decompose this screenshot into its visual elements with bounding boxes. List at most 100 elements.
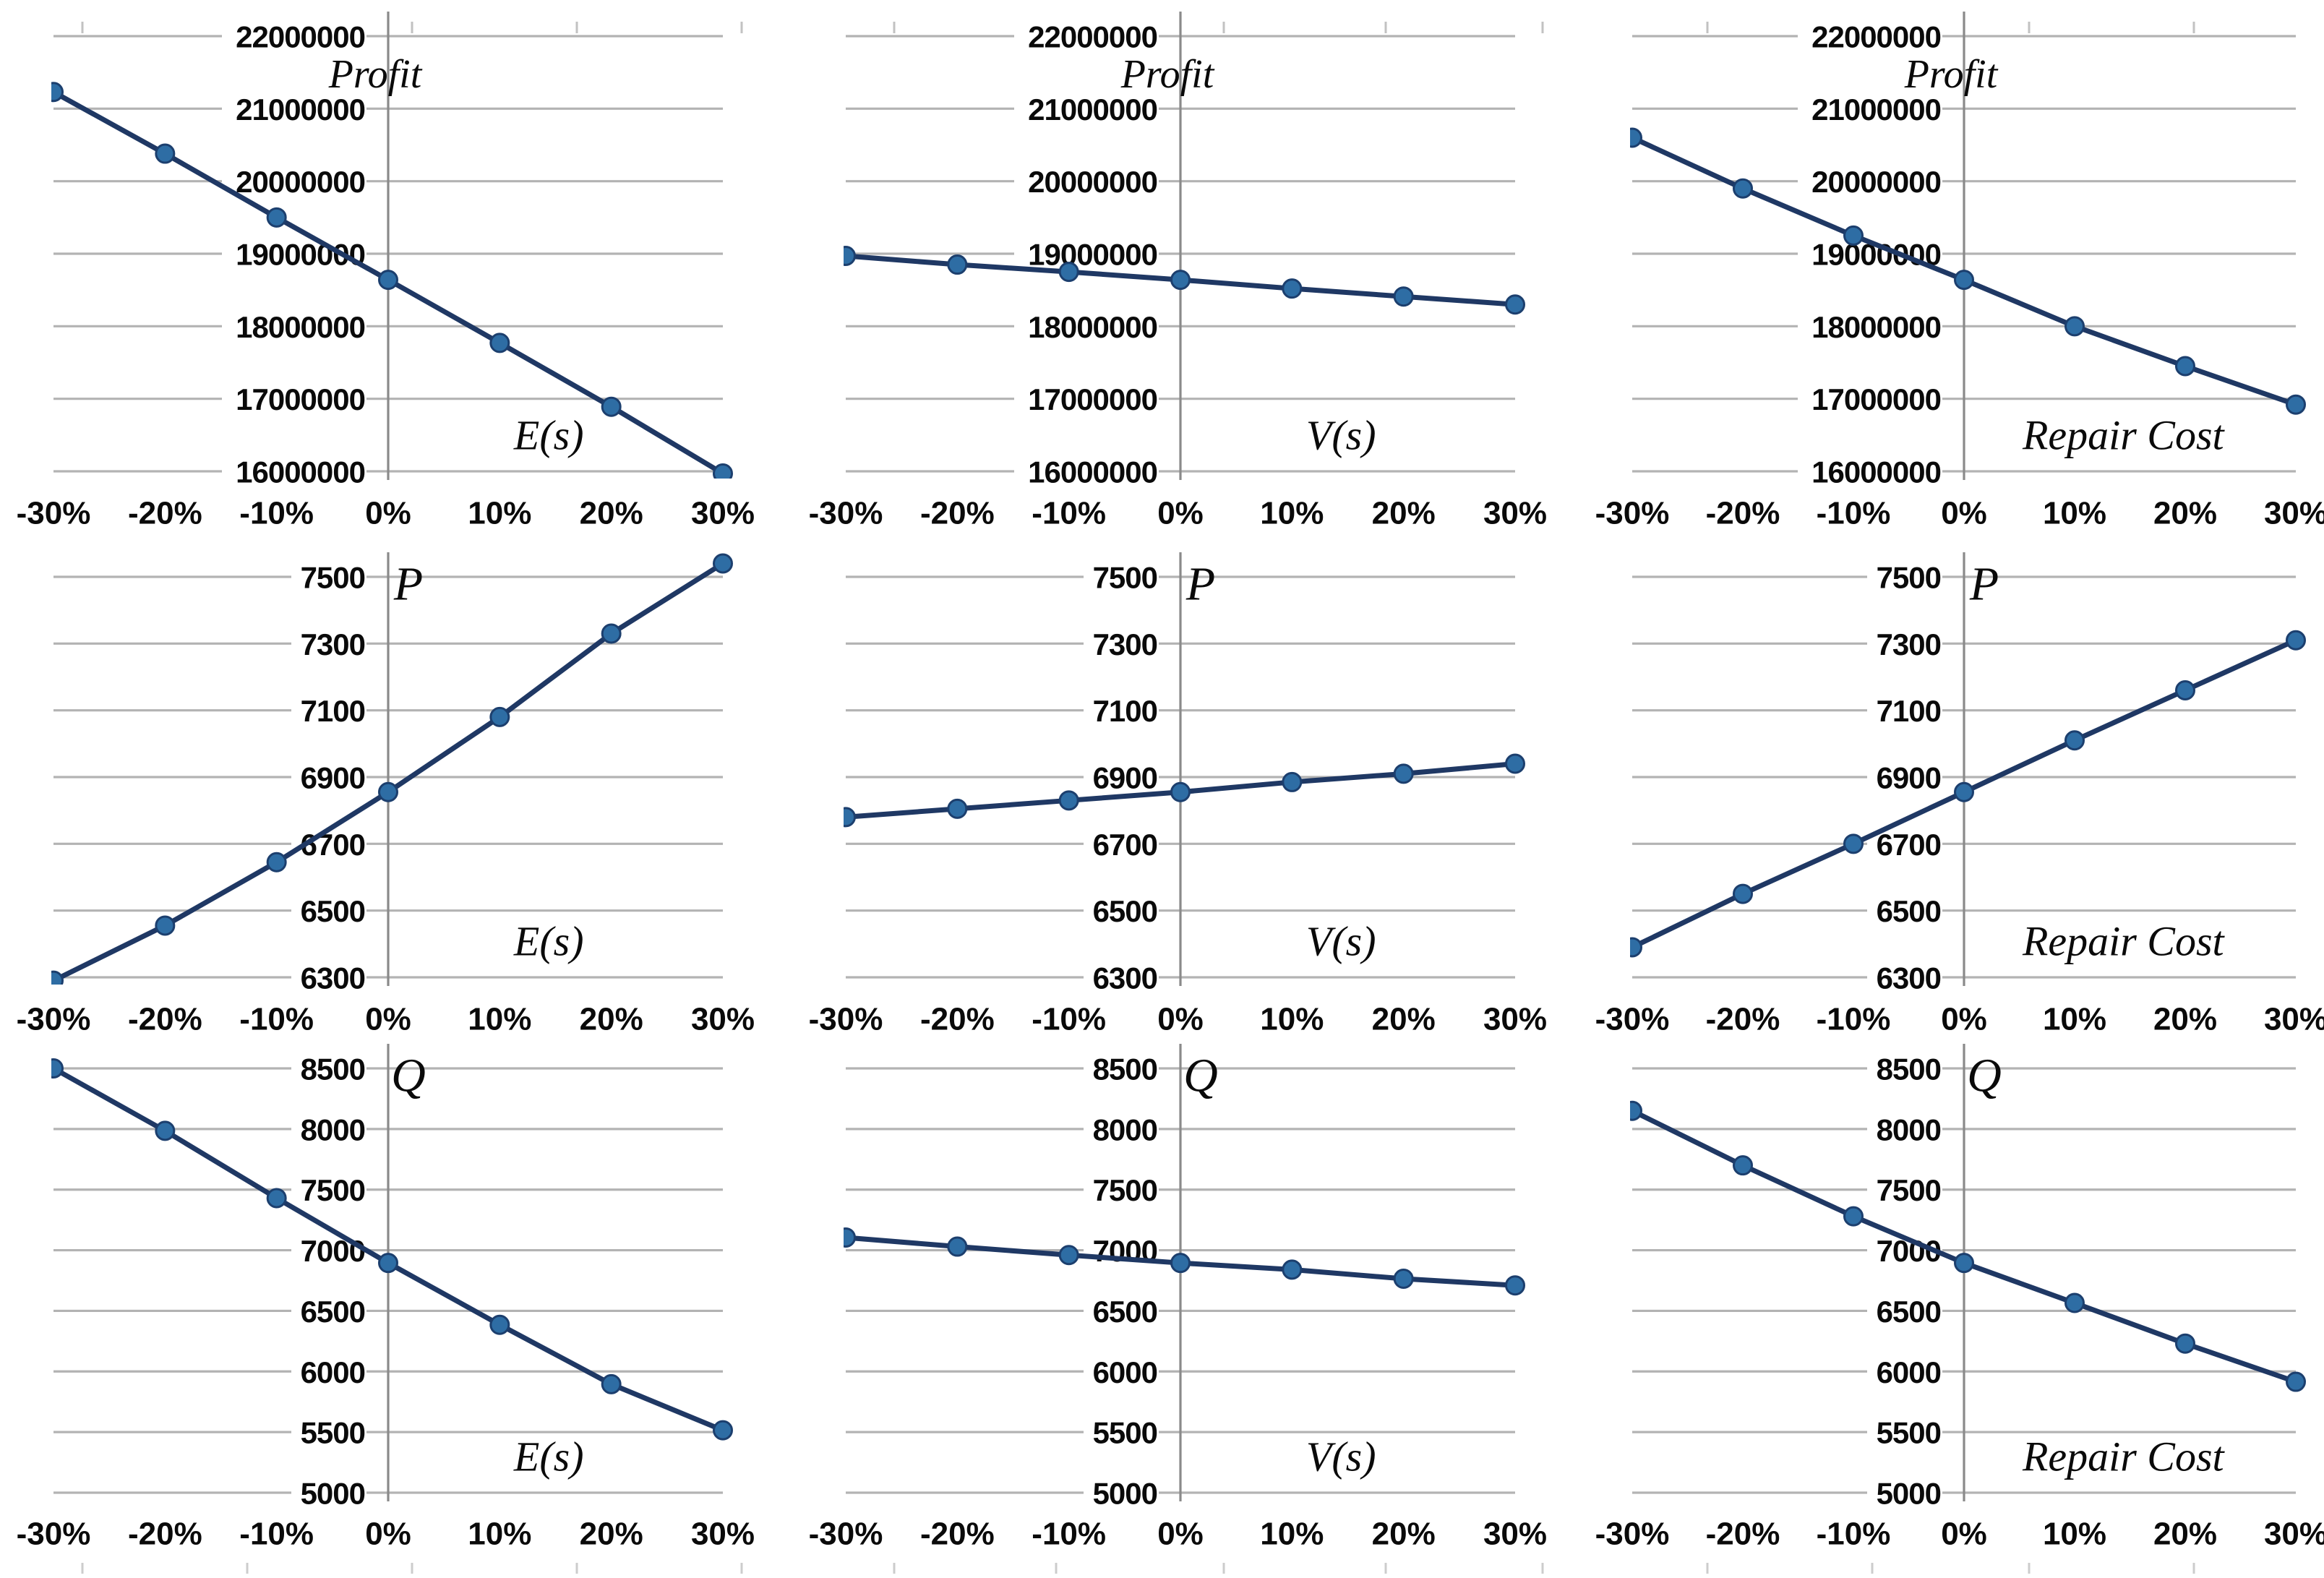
data-point-marker	[2286, 394, 2306, 415]
y-tick-label: 8000	[1877, 1112, 1941, 1146]
data-point-marker	[2064, 316, 2085, 337]
x-tick-label: -20%	[128, 496, 202, 531]
y-tick-label: 6000	[301, 1355, 365, 1389]
y-axis-title: Profit	[1904, 52, 1999, 97]
data-point-marker	[947, 798, 968, 819]
y-tick-label: 6700	[1093, 828, 1157, 862]
x-tick-label: 10%	[2043, 1002, 2106, 1037]
y-tick-label: 6500	[1093, 894, 1157, 928]
x-tick-label: -10%	[1032, 1002, 1106, 1037]
data-point-marker	[378, 270, 398, 291]
chart-profit-vs: 16000000 17000000 18000000 19000000 20000000…	[809, 12, 1547, 531]
x-tick-label: 10%	[1260, 1517, 1324, 1552]
y-tick-label-plate	[291, 1476, 366, 1509]
y-tick-label-plate	[1084, 827, 1159, 861]
x-tick-label: 10%	[1260, 496, 1324, 531]
y-tick-label-plate	[291, 1294, 366, 1328]
x-tick-label: 20%	[1372, 496, 1436, 531]
data-point-marker	[1954, 781, 1974, 802]
x-tick-label: 30%	[691, 1002, 755, 1037]
data-point-marker	[51, 82, 64, 103]
data-point-marker	[1843, 1206, 1864, 1227]
x-tick-label: -30%	[17, 1002, 91, 1037]
x-tick-label: -10%	[239, 1517, 314, 1552]
x-tick-label: -20%	[920, 496, 995, 531]
y-tick-label-plate	[1798, 309, 1942, 343]
y-tick-label-plate	[1084, 693, 1159, 727]
y-tick-label-plate	[291, 1112, 366, 1146]
series-label: V(s)	[1306, 918, 1376, 965]
data-point-marker	[1282, 278, 1303, 299]
x-tick-label: 0%	[1941, 1002, 1987, 1037]
y-tick-label-plate	[291, 1415, 366, 1449]
data-point-marker	[1630, 937, 1642, 958]
y-tick-label: 7300	[1093, 627, 1157, 661]
x-tick-label: 10%	[468, 1002, 531, 1037]
data-point-marker	[1058, 262, 1079, 283]
y-tick-label-plate	[1014, 455, 1159, 488]
data-point-marker	[378, 1253, 398, 1274]
y-tick-label: 16000000	[1811, 455, 1941, 489]
x-tick-label: 20%	[580, 1517, 643, 1552]
x-tick-label: 20%	[1372, 1002, 1436, 1037]
x-tick-label: -30%	[1595, 1517, 1670, 1552]
series-label: Repair Cost	[2022, 412, 2226, 459]
data-point-marker	[1843, 833, 1864, 854]
y-tick-label: 7500	[1093, 561, 1157, 595]
x-tick-label: 0%	[1941, 496, 1987, 531]
y-tick-label: 8500	[1877, 1052, 1941, 1086]
x-tick-label: 10%	[468, 1517, 531, 1552]
y-tick-label-plate	[291, 961, 366, 994]
y-tick-label: 6500	[301, 1295, 365, 1329]
y-tick-label-plate	[222, 455, 366, 488]
x-tick-label: 20%	[580, 1002, 643, 1037]
y-tick-label-plate	[1798, 20, 1942, 53]
x-tick-label: 20%	[2153, 1517, 2217, 1552]
y-tick-label-plate	[291, 627, 366, 661]
y-tick-label: 18000000	[236, 310, 365, 344]
y-tick-label-plate	[1084, 1476, 1159, 1509]
y-axis-title: P	[1185, 558, 1215, 611]
series-label: Repair Cost	[2022, 1433, 2226, 1480]
x-tick-label: -10%	[1817, 1517, 1891, 1552]
x-tick-label: 10%	[1260, 1002, 1324, 1037]
y-tick-label-plate	[1084, 1112, 1159, 1146]
y-tick-label: 16000000	[1028, 455, 1157, 489]
y-tick-label: 17000000	[1028, 382, 1157, 416]
y-tick-label-plate	[291, 560, 366, 593]
y-tick-label: 6000	[1093, 1355, 1157, 1389]
y-tick-label: 16000000	[236, 455, 365, 489]
y-tick-label-plate	[1014, 309, 1159, 343]
data-point-marker	[2286, 1371, 2306, 1392]
x-tick-label: 30%	[2264, 496, 2324, 531]
y-tick-label: 7500	[301, 1173, 365, 1207]
y-tick-label: 7500	[1093, 1173, 1157, 1207]
y-tick-label: 5000	[301, 1477, 365, 1511]
y-tick-label: 7500	[1877, 561, 1941, 595]
x-tick-label: 0%	[1941, 1517, 1987, 1552]
x-tick-label: -10%	[1032, 496, 1106, 531]
x-tick-label: 0%	[365, 1002, 411, 1037]
x-tick-label: -10%	[1817, 1002, 1891, 1037]
x-tick-label: 0%	[365, 496, 411, 531]
y-tick-label-plate	[1084, 961, 1159, 994]
x-tick-label: -30%	[809, 1517, 883, 1552]
y-tick-label: 6500	[1877, 894, 1941, 928]
data-point-marker	[489, 1314, 510, 1335]
data-point-marker	[601, 623, 622, 644]
series-label: E(s)	[513, 918, 584, 965]
y-tick-label: 8500	[301, 1052, 365, 1086]
x-tick-label: -20%	[1706, 1517, 1780, 1552]
data-point-marker	[601, 1373, 622, 1394]
y-axis-title: P	[1969, 558, 1999, 611]
y-tick-label-plate	[291, 893, 366, 927]
y-tick-label: 19000000	[1028, 238, 1157, 272]
y-axis-title: Profit	[1120, 52, 1215, 97]
y-tick-label-plate	[291, 1233, 366, 1267]
y-tick-label-plate	[1084, 1294, 1159, 1328]
y-axis-title: Q	[1183, 1050, 1218, 1102]
data-point-marker	[844, 246, 856, 267]
x-tick-label: -30%	[809, 496, 883, 531]
